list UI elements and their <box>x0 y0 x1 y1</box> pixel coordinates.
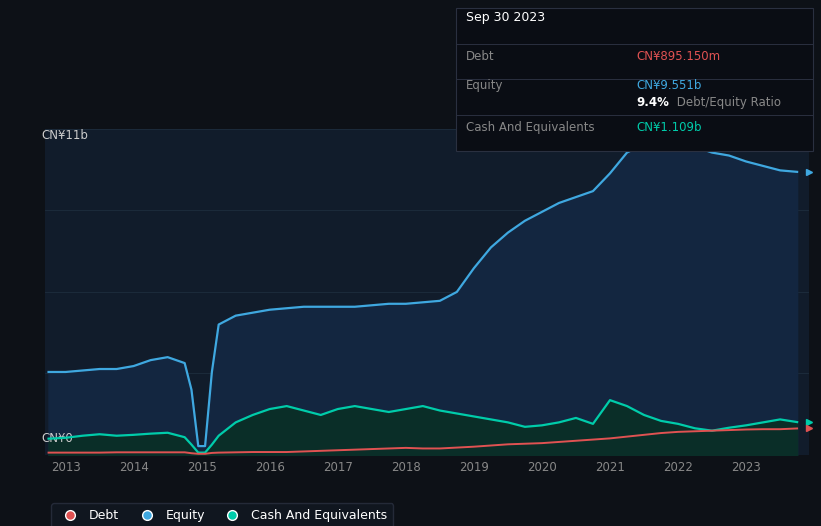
Text: CN¥11b: CN¥11b <box>41 129 88 142</box>
Text: CN¥1.109b: CN¥1.109b <box>636 122 702 134</box>
Text: CN¥895.150m: CN¥895.150m <box>636 50 720 63</box>
Text: Debt/Equity Ratio: Debt/Equity Ratio <box>673 96 782 109</box>
Text: Sep 30 2023: Sep 30 2023 <box>466 12 544 24</box>
Text: Cash And Equivalents: Cash And Equivalents <box>466 122 594 134</box>
Text: CN¥0: CN¥0 <box>41 432 73 445</box>
Legend: Debt, Equity, Cash And Equivalents: Debt, Equity, Cash And Equivalents <box>52 503 393 526</box>
Text: Equity: Equity <box>466 79 503 92</box>
Text: Debt: Debt <box>466 50 494 63</box>
Text: CN¥9.551b: CN¥9.551b <box>636 79 702 92</box>
Text: 9.4%: 9.4% <box>636 96 669 109</box>
